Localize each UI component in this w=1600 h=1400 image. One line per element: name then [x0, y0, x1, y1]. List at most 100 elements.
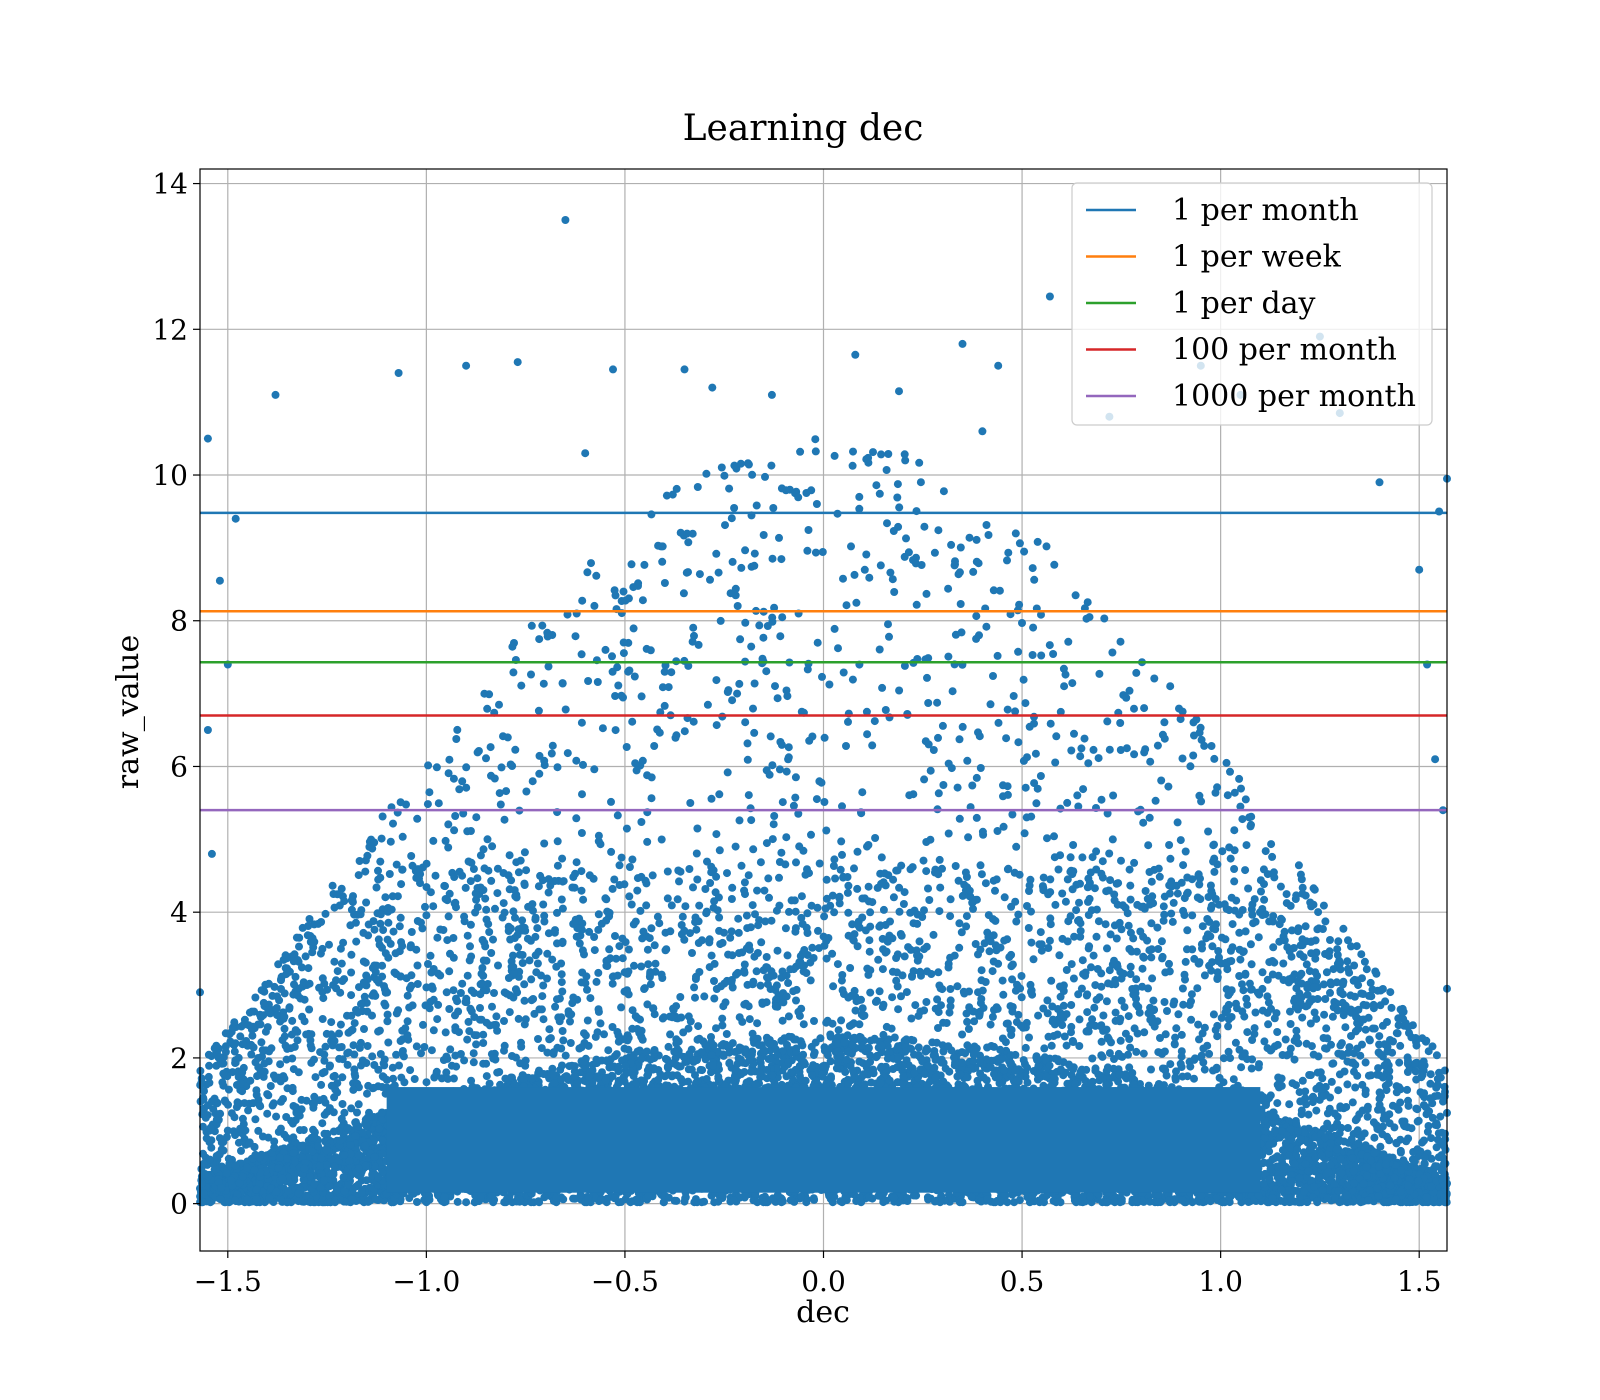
scatter-point [571, 632, 580, 641]
scatter-point [449, 986, 458, 995]
scatter-point [777, 848, 786, 857]
scatter-point [1003, 705, 1012, 714]
scatter-point [347, 991, 356, 1000]
scatter-point [1042, 542, 1051, 551]
scatter-point [1048, 1002, 1057, 1011]
scatter-point [1071, 591, 1080, 600]
scatter-point [796, 447, 805, 456]
scatter-point [1195, 1035, 1203, 1044]
scatter-point [773, 694, 782, 703]
scatter-point [831, 874, 840, 883]
scatter-point [486, 743, 495, 752]
scatter-point [1012, 917, 1021, 926]
scatter-point [1105, 849, 1114, 858]
scatter-point [1362, 1001, 1371, 1010]
scatter-point [936, 883, 945, 892]
scatter-point [360, 992, 369, 1001]
scatter-point [617, 853, 626, 862]
scatter-point [628, 855, 637, 864]
scatter-point [657, 835, 666, 844]
scatter-point [989, 931, 998, 940]
scatter-point [693, 824, 702, 833]
scatter-point [1155, 872, 1164, 881]
scatter-point [939, 781, 948, 789]
scatter-point [1153, 741, 1162, 750]
scatter-point [1237, 784, 1245, 793]
scatter-point [587, 559, 595, 568]
scatter-point [1281, 1035, 1290, 1044]
scatter-point [750, 679, 759, 688]
scatter-point [1224, 1047, 1233, 1056]
scatter-point [694, 1022, 703, 1031]
scatter-point [500, 1017, 508, 1025]
scatter-point [924, 699, 933, 707]
scatter-point [566, 1017, 574, 1026]
scatter-point [450, 826, 459, 835]
scatter-point [770, 603, 779, 612]
scatter-point [853, 847, 862, 856]
scatter-point [413, 980, 422, 988]
scatter-point [895, 503, 904, 512]
scatter-point [543, 949, 552, 958]
scatter-point [953, 783, 962, 792]
scatter-point [743, 755, 752, 764]
scatter-point [384, 953, 393, 962]
scatter-point [1258, 1006, 1267, 1015]
scatter-point [944, 963, 953, 972]
scatter-point [429, 836, 438, 845]
scatter-point [801, 870, 810, 879]
scatter-point [820, 912, 829, 921]
scatter-point [1403, 1085, 1412, 1094]
chart-title: Learning dec [683, 108, 924, 149]
scatter-point [1166, 682, 1175, 691]
scatter-point [1357, 950, 1366, 959]
scatter-point [944, 829, 953, 838]
scatter-point [865, 936, 874, 945]
scatter-point [707, 794, 716, 803]
scatter-point [1058, 889, 1067, 898]
scatter-point [733, 689, 742, 698]
scatter-point [362, 898, 371, 907]
scatter-point [1039, 873, 1048, 882]
scatter-point [1124, 921, 1133, 930]
scatter-point [933, 995, 942, 1004]
scatter-point [886, 917, 894, 926]
scatter-point [926, 766, 935, 775]
scatter-point [946, 895, 955, 904]
scatter-point [976, 1051, 984, 1060]
scatter-point [1176, 836, 1185, 845]
scatter-point [692, 849, 701, 858]
scatter-point [890, 588, 899, 596]
scatter-point [1040, 1044, 1049, 1053]
scatter-point [976, 861, 985, 870]
scatter-point [397, 880, 406, 889]
scatter-point [872, 481, 881, 490]
scatter-point [721, 521, 729, 530]
scatter-point [1188, 875, 1197, 884]
scatter-point [389, 1074, 398, 1083]
scatter-point [884, 450, 893, 458]
scatter-point [383, 1010, 392, 1019]
scatter-point [607, 847, 616, 856]
scatter-point [476, 851, 485, 860]
scatter-point [1292, 984, 1301, 993]
scatter-point [847, 542, 855, 551]
scatter-point [986, 700, 995, 709]
scatter-point [767, 916, 776, 925]
scatter-point [615, 942, 624, 951]
scatter-point [794, 809, 803, 818]
scatter-point [1209, 1010, 1218, 1019]
scatter-point [1069, 841, 1078, 849]
scatter-point [511, 913, 519, 922]
scatter-point [1261, 847, 1270, 856]
scatter-point [695, 901, 704, 910]
scatter-point [728, 883, 737, 892]
scatter-point [812, 795, 821, 804]
scatter-point [502, 787, 511, 796]
scatter-point [1210, 867, 1219, 876]
scatter-point [728, 696, 737, 705]
scatter-point [1329, 965, 1338, 974]
scatter-point [1187, 997, 1195, 1006]
scatter-point [958, 1030, 967, 1039]
